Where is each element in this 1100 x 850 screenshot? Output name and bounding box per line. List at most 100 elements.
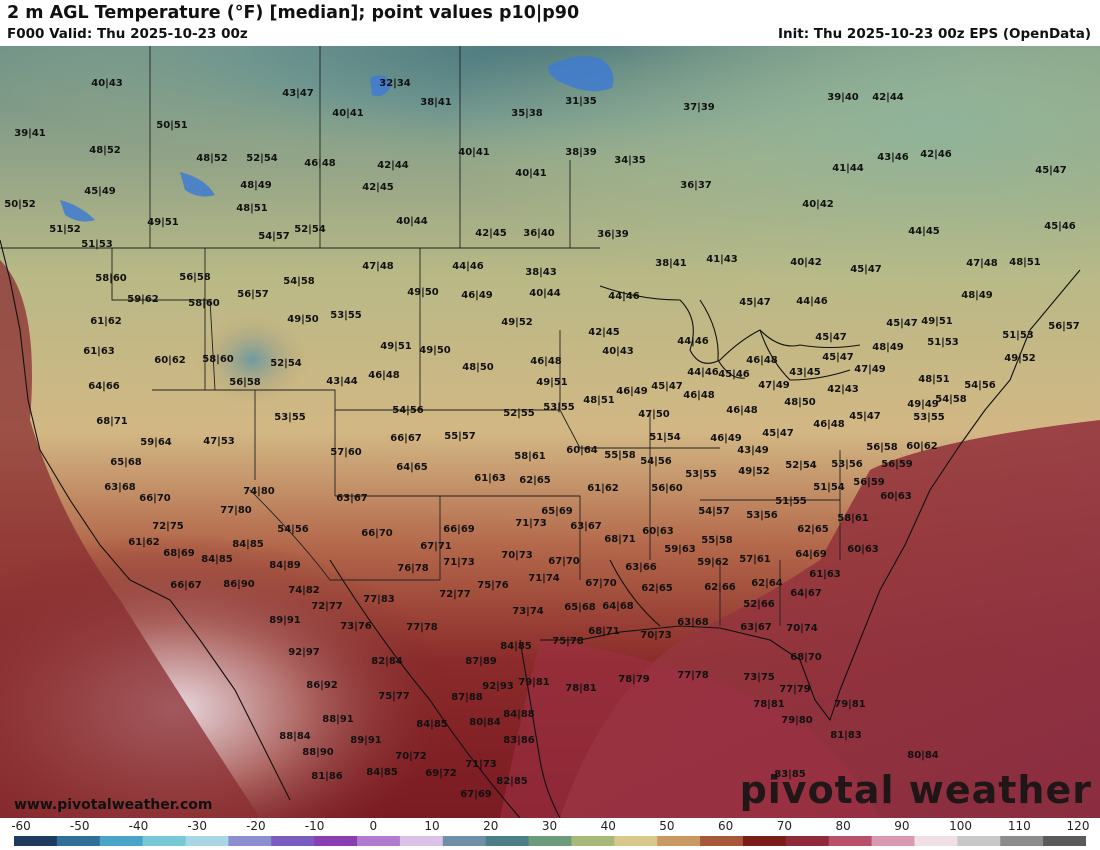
point-value-label: 46|48	[683, 390, 715, 401]
color-scale-tick: -10	[304, 819, 325, 833]
point-value-label: 59|64	[140, 437, 172, 448]
point-value-label: 70|73	[501, 550, 533, 561]
point-value-label: 52|54	[785, 460, 817, 471]
point-value-label: 68|69	[163, 548, 195, 559]
color-scale-swatch	[399, 836, 444, 846]
point-value-label: 46|48	[726, 405, 758, 416]
color-scale-swatch	[14, 836, 58, 846]
point-value-label: 84|85	[500, 641, 532, 652]
point-value-label: 49|50	[419, 345, 451, 356]
point-value-label: 42|45	[475, 228, 507, 239]
color-scale-swatch	[99, 836, 144, 846]
temperature-map[interactable]: 40|43 43|47 32|34 38|41 35|38 31|35 37|39 39|40…	[0, 46, 1100, 818]
point-value-label: 49|49	[907, 399, 939, 410]
point-value-label: 88|91	[322, 714, 354, 725]
point-value-label: 48|51	[918, 374, 950, 385]
point-value-label: 73|76	[340, 621, 372, 632]
point-value-label: 54|58	[283, 276, 315, 287]
point-value-label: 48|50	[462, 362, 494, 373]
color-scale-ticks: -60 -50 -40 -30 -20 -10 0 10 20 30 40 50 60 70 80 90 100…	[0, 819, 1100, 833]
point-value-label: 49|50	[287, 314, 319, 325]
header-bar: 2 m AGL Temperature (°F) [median]; point…	[0, 0, 1100, 46]
point-value-label: 81|83	[830, 730, 862, 741]
point-value-label: 48|51	[1009, 257, 1041, 268]
point-value-label: 68|71	[96, 416, 128, 427]
point-value-label: 56|57	[237, 289, 269, 300]
point-value-label: 61|63	[474, 473, 506, 484]
color-scale-tick: -30	[187, 819, 207, 833]
map-title: 2 m AGL Temperature (°F) [median]; point…	[7, 3, 580, 23]
point-value-label: 83|86	[503, 735, 535, 746]
point-value-label: 65|68	[110, 457, 142, 468]
point-value-label: 43|47	[282, 88, 314, 99]
point-value-label: 82|84	[371, 656, 403, 667]
point-value-label: 39|41	[14, 128, 46, 139]
point-value-label: 56|59	[881, 459, 913, 470]
site-url[interactable]: www.pivotalweather.com	[14, 797, 213, 813]
point-value-label: 53|55	[685, 469, 717, 480]
point-value-label: 57|61	[739, 554, 771, 565]
color-scale-swatch	[228, 836, 272, 846]
point-value-label: 54|56	[964, 380, 996, 391]
point-value-label: 82|85	[496, 776, 528, 787]
point-value-label: 36|40	[523, 228, 555, 239]
point-value-label: 45|46	[1044, 221, 1076, 232]
point-value-label: 37|39	[683, 102, 715, 113]
point-value-label: 56|58	[866, 442, 898, 453]
point-value-label: 45|47	[886, 318, 918, 329]
point-value-label: 61|62	[128, 537, 160, 548]
point-value-label: 77|83	[363, 594, 395, 605]
color-scale-tick: 80	[835, 819, 851, 833]
point-value-label: 45|47	[822, 352, 854, 363]
point-value-label: 48|49	[961, 290, 993, 301]
point-value-label: 42|45	[588, 327, 620, 338]
point-value-label: 40|44	[396, 216, 428, 227]
color-scale-swatch	[957, 836, 1001, 846]
point-value-label: 66|70	[361, 528, 393, 539]
point-value-label: 87|88	[451, 692, 483, 703]
point-value-label: 48|49	[240, 180, 272, 191]
point-value-label: 65|68	[564, 602, 596, 613]
color-scale-tick: 70	[776, 819, 793, 833]
point-value-label: 46|48	[368, 370, 400, 381]
point-value-label: 45|47	[815, 332, 847, 343]
point-value-label: 61|62	[587, 483, 619, 494]
color-scale-swatch	[271, 836, 315, 846]
point-value-label: 70|72	[395, 751, 427, 762]
init-time: Init: Thu 2025-10-23 00z EPS (OpenData)	[777, 26, 1091, 42]
color-scale-swatch	[1000, 836, 1044, 846]
map-canvas: 40|43 43|47 32|34 38|41 35|38 31|35 37|39 39|40…	[0, 46, 1100, 818]
point-value-label: 40|41	[332, 108, 364, 119]
point-value-label: 49|51	[380, 341, 412, 352]
point-value-label: 56|57	[1048, 321, 1080, 332]
point-value-label: 63|67	[740, 622, 772, 633]
point-value-label: 60|63	[880, 491, 912, 502]
point-value-label: 47|48	[966, 258, 998, 269]
point-value-label: 45|47	[739, 297, 771, 308]
point-value-label: 62|65	[641, 583, 673, 594]
point-value-label: 46|49	[616, 386, 648, 397]
point-value-label: 77|78	[406, 622, 438, 633]
color-scale-swatch	[914, 836, 958, 846]
color-scale-swatch	[1043, 836, 1086, 846]
point-value-label: 53|55	[543, 402, 575, 413]
point-value-label: 49|52	[501, 317, 533, 328]
point-value-label: 56|60	[651, 483, 683, 494]
point-value-label: 74|82	[288, 585, 320, 596]
point-value-label: 58|60	[95, 273, 127, 284]
point-value-label: 68|71	[604, 534, 636, 545]
point-value-label: 59|63	[664, 544, 696, 555]
point-value-label: 70|74	[786, 623, 818, 634]
point-value-label: 51|54	[649, 432, 681, 443]
point-value-label: 58|60	[202, 354, 234, 365]
color-scale-swatch	[528, 836, 573, 846]
point-value-label: 61|63	[809, 569, 841, 580]
point-value-label: 39|40	[827, 92, 859, 103]
point-value-label: 48|52	[89, 145, 121, 156]
point-value-label: 45|47	[651, 381, 683, 392]
point-value-label: 36|37	[680, 180, 712, 191]
point-value-label: 79|81	[518, 677, 550, 688]
point-value-label: 72|77	[311, 601, 343, 612]
color-scale-swatch	[785, 836, 830, 846]
point-value-label: 44|46	[687, 367, 719, 378]
